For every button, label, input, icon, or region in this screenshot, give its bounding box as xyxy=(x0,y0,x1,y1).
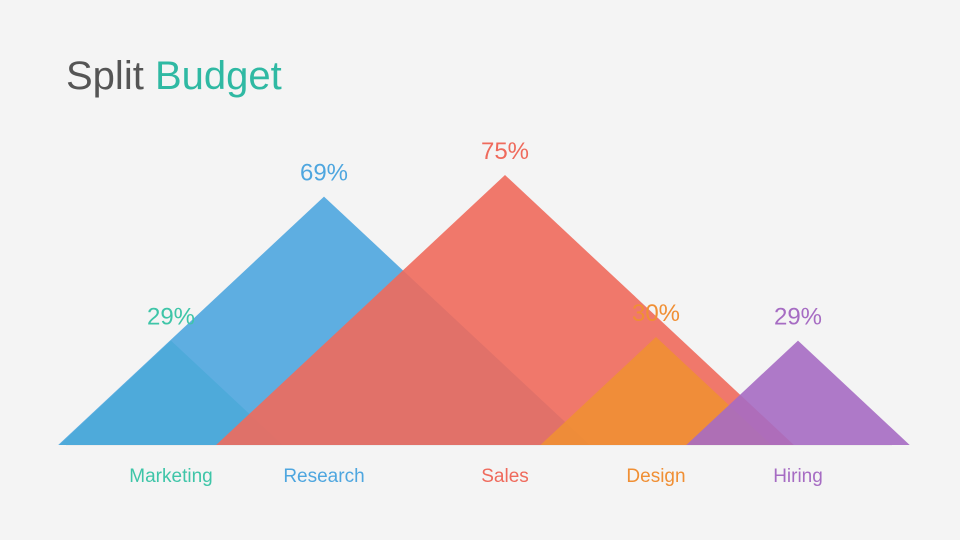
triangle-marks xyxy=(58,175,910,445)
value-label-marketing: 29% xyxy=(147,304,195,331)
value-label-research: 69% xyxy=(300,160,348,187)
value-label-sales: 75% xyxy=(481,138,529,165)
category-label-research: Research xyxy=(283,466,364,487)
category-label-marketing: Marketing xyxy=(129,466,212,487)
category-label-sales: Sales xyxy=(481,466,529,487)
value-label-hiring: 29% xyxy=(774,304,822,331)
chart-labels: 29% Marketing 69% Research 75% Sales 30% Design… xyxy=(129,138,823,487)
value-label-design: 30% xyxy=(632,300,680,327)
title-word-budget: Budget xyxy=(154,54,282,98)
triangle-hiring xyxy=(686,340,910,445)
title-word-split: Split xyxy=(66,54,144,98)
triangle-design xyxy=(540,337,772,445)
category-label-hiring: Hiring xyxy=(773,466,823,487)
category-label-design: Design xyxy=(626,466,685,487)
slide-title: Split Budget xyxy=(66,54,282,98)
